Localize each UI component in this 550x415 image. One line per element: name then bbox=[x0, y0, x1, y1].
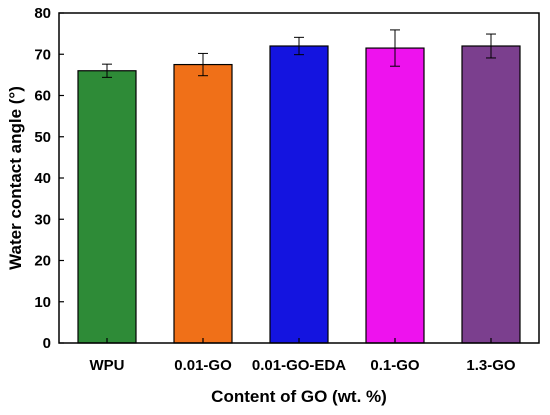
x-tick-label: WPU bbox=[90, 357, 125, 374]
x-tick-label: 0.1-GO bbox=[370, 357, 420, 374]
x-tick-label: 1.3-GO bbox=[466, 357, 516, 374]
bar-WPU bbox=[77, 70, 137, 344]
x-axis-label: Content of GO (wt. %) bbox=[211, 387, 387, 406]
y-tick-label: 40 bbox=[34, 170, 51, 187]
y-tick-label: 10 bbox=[34, 294, 51, 311]
y-tick-label: 50 bbox=[34, 129, 51, 146]
x-tick-label: 0.01-GO bbox=[174, 357, 232, 374]
y-tick-label: 60 bbox=[34, 88, 51, 105]
y-axis-label: Water contact angle (°) bbox=[6, 86, 25, 270]
y-tick-label: 70 bbox=[34, 46, 51, 63]
x-tick-label: 0.01-GO-EDA bbox=[252, 357, 346, 374]
bar-1.3-GO bbox=[461, 45, 521, 344]
error-bar-0.01-GO bbox=[198, 52, 208, 77]
error-bar-1.3-GO bbox=[486, 33, 496, 59]
y-tick-label: 80 bbox=[34, 5, 51, 22]
y-axis: 0 10 20 30 40 50 60 70 80 bbox=[34, 5, 64, 352]
y-tick-label: 0 bbox=[43, 335, 51, 352]
bars-layer bbox=[77, 45, 521, 344]
error-bar-0.1-GO bbox=[390, 29, 400, 67]
bar-0.01-GO-EDA bbox=[269, 45, 329, 344]
x-axis: WPU 0.01-GO 0.01-GO-EDA 0.1-GO 1.3-GO bbox=[90, 338, 516, 374]
y-tick-label: 30 bbox=[34, 211, 51, 228]
error-bar-0.01-GO-EDA bbox=[294, 36, 304, 56]
error-bars-layer bbox=[102, 29, 496, 78]
bar-0.01-GO bbox=[173, 63, 233, 344]
y-tick-label: 20 bbox=[34, 253, 51, 270]
bar-0.1-GO bbox=[365, 47, 425, 344]
error-bar-WPU bbox=[102, 63, 112, 78]
